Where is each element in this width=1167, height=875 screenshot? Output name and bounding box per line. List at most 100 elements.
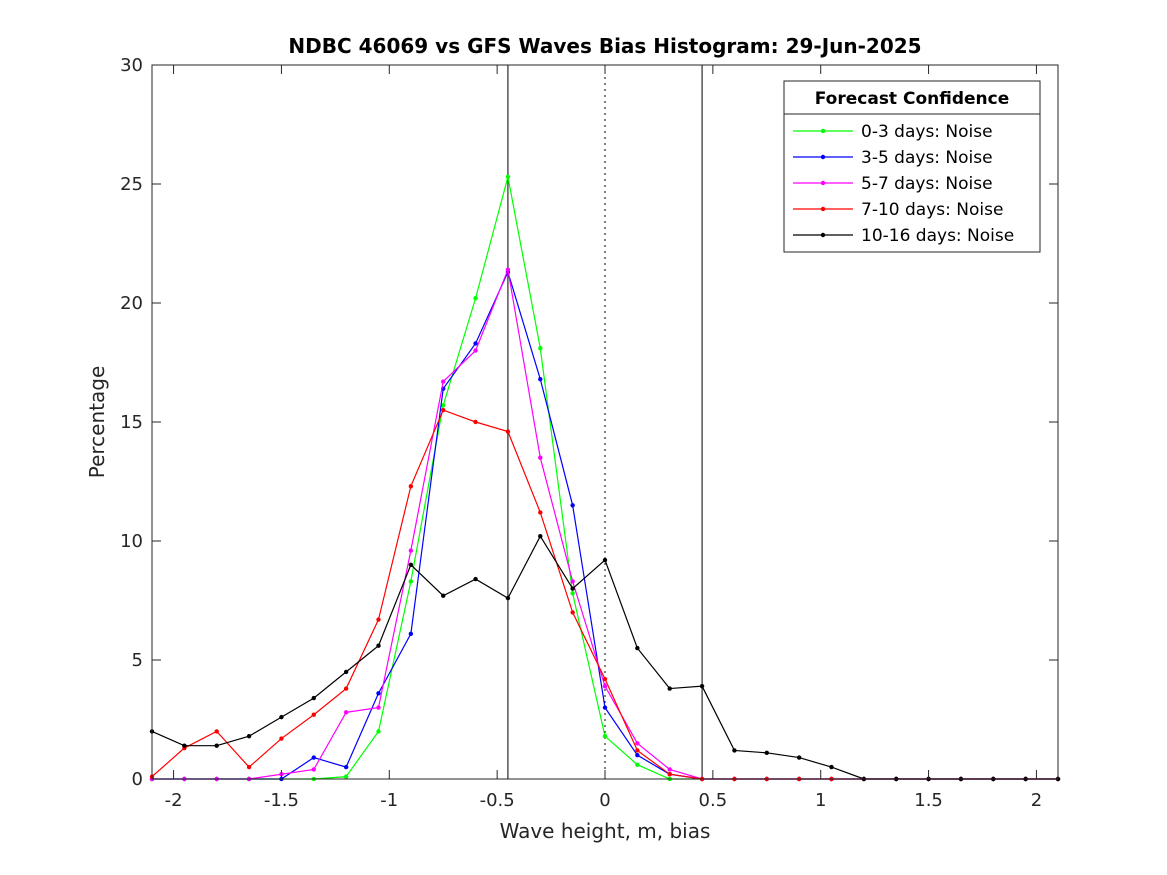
legend-swatch-marker xyxy=(820,232,826,238)
data-point xyxy=(408,631,414,637)
y-tick-label: 5 xyxy=(132,650,143,671)
data-point xyxy=(311,767,316,772)
data-point xyxy=(441,593,446,598)
data-point xyxy=(796,755,802,760)
data-point xyxy=(505,267,511,272)
data-point xyxy=(635,748,640,753)
data-point xyxy=(311,712,316,717)
data-point xyxy=(570,586,575,591)
legend-swatch-marker xyxy=(820,206,826,212)
data-point xyxy=(570,610,575,615)
data-point xyxy=(505,429,511,434)
data-point xyxy=(376,729,381,734)
data-point xyxy=(214,743,219,748)
legend-swatch-marker xyxy=(820,154,826,160)
legend-entry-7-10-days-noise: 7-10 days: Noise xyxy=(793,200,1003,220)
data-point xyxy=(441,403,446,408)
x-tick-label: 0.5 xyxy=(699,790,728,811)
legend-swatch-marker xyxy=(820,128,826,134)
y-tick-label: 10 xyxy=(120,531,143,552)
data-point xyxy=(570,591,575,596)
data-point xyxy=(602,705,608,710)
data-point xyxy=(764,750,769,756)
data-point xyxy=(473,341,478,346)
legend-label: 7-10 days: Noise xyxy=(861,200,1003,220)
data-point xyxy=(602,676,608,682)
data-point xyxy=(602,683,608,689)
data-point xyxy=(182,743,187,748)
legend: Forecast Confidence 0-3 days: Noise 3-5 d… xyxy=(783,80,1041,253)
data-point xyxy=(602,557,608,563)
data-point xyxy=(408,484,414,489)
data-point xyxy=(473,348,478,353)
y-axis-label: Percentage xyxy=(85,366,109,479)
data-point xyxy=(538,534,543,539)
x-tick-label: -0.5 xyxy=(480,790,515,811)
legend-entry-3-5-days-noise: 3-5 days: Noise xyxy=(793,148,993,168)
data-point xyxy=(343,764,349,770)
data-point xyxy=(408,562,414,567)
data-point xyxy=(473,296,478,301)
data-point xyxy=(246,733,252,739)
reference-lines xyxy=(507,65,703,779)
legend-label: 10-16 days: Noise xyxy=(861,226,1014,246)
data-point xyxy=(343,710,349,715)
data-point xyxy=(635,741,640,746)
y-tick-label: 15 xyxy=(120,412,143,433)
data-point xyxy=(473,419,478,425)
data-point xyxy=(279,736,284,741)
data-point xyxy=(246,764,252,770)
x-tick-label: 1 xyxy=(815,790,826,811)
data-point xyxy=(667,767,672,772)
legend-entry-10-16-days-noise: 10-16 days: Noise xyxy=(793,226,1014,246)
data-point xyxy=(505,174,511,180)
data-point xyxy=(538,346,543,351)
data-point xyxy=(538,455,543,460)
data-point xyxy=(279,714,284,720)
data-point xyxy=(376,643,381,648)
legend-label: 5-7 days: Noise xyxy=(861,174,993,194)
x-axis-label: Wave height, m, bias xyxy=(500,819,711,843)
legend-label: 3-5 days: Noise xyxy=(861,148,993,168)
data-point xyxy=(214,729,219,734)
legend-box xyxy=(783,80,1041,253)
data-point xyxy=(635,753,640,758)
data-point xyxy=(635,762,640,767)
data-point xyxy=(602,733,608,739)
data-point xyxy=(505,595,511,601)
y-tick-label: 30 xyxy=(120,55,143,76)
data-point xyxy=(441,407,446,413)
legend-entry-5-7-days-noise: 5-7 days: Noise xyxy=(793,174,993,194)
chart-title: NDBC 46069 vs GFS Waves Bias Histogram: … xyxy=(288,34,921,58)
x-axis-ticks: -2 -1.5 -1 -0.5 0 0.5 1 1.5 2 xyxy=(165,65,1042,811)
data-point xyxy=(408,548,414,553)
data-point xyxy=(408,579,414,584)
data-point xyxy=(473,576,478,582)
legend-swatch-marker xyxy=(820,180,826,186)
data-point xyxy=(376,705,381,710)
data-point xyxy=(538,510,543,515)
y-tick-label: 0 xyxy=(132,769,143,790)
legend-label: 0-3 days: Noise xyxy=(861,122,993,142)
x-tick-label: -1.5 xyxy=(264,790,299,811)
data-point xyxy=(311,695,316,701)
x-tick-label: -2 xyxy=(165,790,183,811)
data-point xyxy=(732,748,737,753)
y-axis-ticks: 0 5 10 15 20 25 30 xyxy=(120,55,1058,790)
y-tick-label: 20 xyxy=(120,293,143,314)
data-point xyxy=(570,579,575,584)
y-tick-label: 25 xyxy=(120,174,143,195)
data-point xyxy=(667,686,672,691)
x-tick-label: -1 xyxy=(380,790,398,811)
legend-title: Forecast Confidence xyxy=(815,89,1010,109)
data-point xyxy=(343,669,349,675)
data-point xyxy=(570,503,575,508)
data-point xyxy=(441,379,446,384)
x-tick-label: 1.5 xyxy=(914,790,943,811)
data-point xyxy=(376,617,381,622)
data-point xyxy=(667,772,672,777)
data-point xyxy=(376,691,381,696)
data-point xyxy=(829,764,834,770)
data-point xyxy=(343,686,349,691)
